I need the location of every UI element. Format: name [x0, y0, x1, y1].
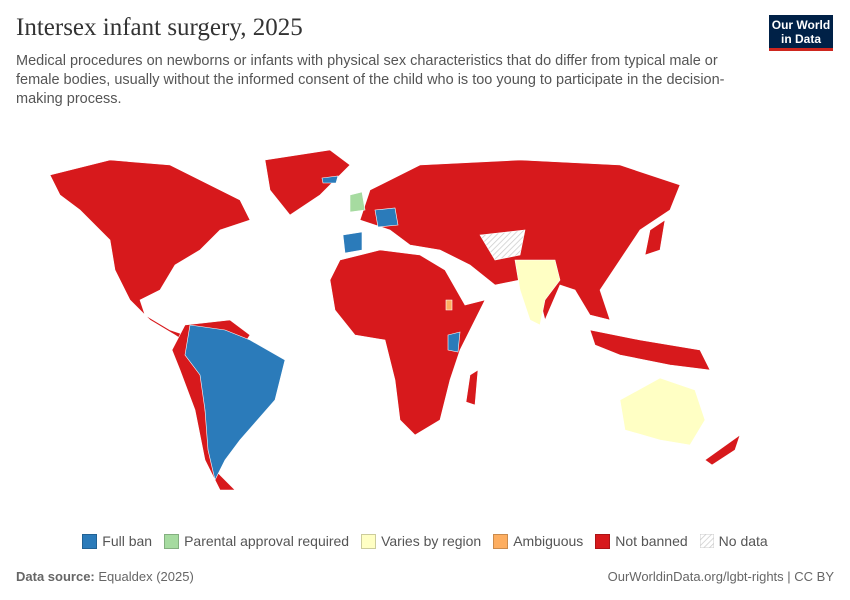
africa[interactable] — [329, 249, 486, 436]
iceland[interactable] — [321, 175, 339, 184]
kenya-fullban[interactable] — [447, 331, 461, 353]
south-america-fullban[interactable] — [184, 324, 286, 481]
swatch — [595, 533, 611, 549]
central-asia-nodata[interactable] — [479, 229, 526, 261]
legend-item-not-banned[interactable]: Not banned — [595, 533, 688, 549]
legend-item-full-ban[interactable]: Full ban — [82, 533, 152, 549]
footer-url[interactable]: OurWorldinData.org/lgbt-rights | CC BY — [607, 569, 834, 584]
legend-label: Not banned — [615, 533, 688, 549]
data-source: Data source: Equaldex (2025) — [16, 569, 194, 584]
legend-label: No data — [718, 533, 768, 549]
greenland[interactable] — [264, 149, 351, 216]
western-europe-fullban[interactable] — [342, 231, 363, 254]
new-zealand[interactable] — [704, 434, 741, 466]
source-link[interactable]: Equaldex (2025) — [98, 569, 194, 584]
north-america[interactable] — [49, 159, 251, 346]
uk[interactable] — [349, 191, 366, 213]
source-label: Data source: — [16, 569, 95, 584]
legend-item-ambiguous[interactable]: Ambiguous — [493, 533, 583, 549]
ambiguous-eritrea[interactable] — [445, 299, 453, 311]
owid-logo[interactable]: Our World in Data — [769, 15, 833, 51]
legend-label: Ambiguous — [513, 533, 584, 549]
legend-item-parental-approval[interactable]: Parental approval required — [164, 533, 349, 549]
swatch — [361, 533, 377, 549]
world-map — [49, 149, 741, 491]
swatch — [493, 533, 509, 549]
australia[interactable] — [619, 377, 706, 446]
legend-item-varies[interactable]: Varies by region — [361, 533, 481, 549]
chart-subtitle: Medical procedures on newborns or infant… — [16, 53, 725, 107]
chart-title: Intersex infant surgery, 2025 — [16, 14, 303, 41]
legend: Full ban Parental approval required Vari… — [0, 533, 850, 549]
southeast-asia[interactable] — [589, 329, 711, 371]
japan[interactable] — [644, 219, 666, 256]
legend-label: Varies by region — [381, 533, 482, 549]
madagascar[interactable] — [465, 369, 479, 406]
legend-label: Parental approval required — [184, 533, 350, 549]
india[interactable] — [514, 259, 561, 326]
legend-label: Full ban — [102, 533, 153, 549]
swatch — [164, 533, 180, 549]
swatch — [82, 533, 98, 549]
swatch — [699, 534, 714, 548]
germany-fullban[interactable] — [374, 207, 399, 228]
legend-item-no-data[interactable]: No data — [699, 533, 768, 549]
